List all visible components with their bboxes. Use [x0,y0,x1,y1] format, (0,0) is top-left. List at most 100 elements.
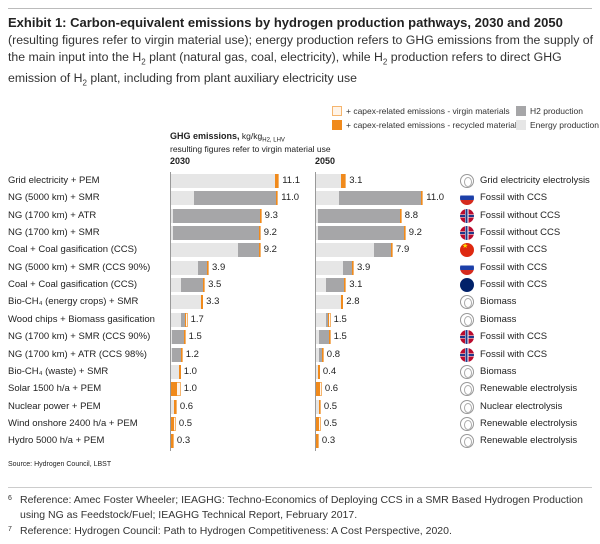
row-label: NG (1700 km) + ATR (CCS 98%) [8,348,147,360]
row-label: Bio-CH₄ (waste) + SMR [8,365,109,377]
category-label: Fossil with CCS [480,261,548,273]
globe-icon [460,434,474,449]
bar-capex-virgin [185,312,188,327]
bar-h2 [318,347,322,362]
bar-capex-virgin [329,330,331,345]
data-label: 3.3 [206,296,220,308]
bar-capex-virgin [345,278,347,293]
bar-h2 [325,278,345,293]
russia-flag-icon [460,260,474,275]
bar-h2 [325,312,328,327]
category-label: Fossil without CCS [480,227,561,239]
category-label: Fossil with CCS [480,348,548,360]
data-label: 1.5 [333,331,347,343]
row-label: Coal + Coal gasification (CCS) [8,244,138,256]
row-label: Hydro 5000 h/a + PEM [8,435,105,447]
row-label: Solar 1500 h/a + PEM [8,383,102,395]
row-label: Grid electricity + PEM [8,175,100,186]
bar-capex-virgin [345,174,347,188]
data-label: 0.8 [326,348,341,360]
bar-capex-recycled [341,295,344,310]
legend-item-capex-recycled: + capex-related emissions - recycled mat… [332,118,521,132]
bar-capex-recycled [318,399,320,414]
bar-capex-recycled [184,312,186,327]
bar-energy [171,364,179,379]
bar-capex-recycled [321,347,323,362]
bar-energy [316,312,326,327]
bar-capex-virgin [208,260,210,275]
bar-energy [316,347,319,362]
data-label: 3.9 [357,261,371,273]
bar-h2 [171,330,184,345]
data-label: 0.3 [176,435,191,447]
legend-label: Energy production [530,120,599,130]
row-label: Wind onshore 2400 h/a + PEM [8,417,138,429]
bar-h2 [180,278,204,293]
bar-capex-recycled [403,226,405,241]
data-label: 1.7 [190,313,204,325]
bar-capex-recycled [275,174,279,188]
bar-capex-virgin [204,278,206,293]
bar-capex-recycled [316,416,319,431]
bar-capex-virgin [422,191,424,206]
legend-item-h2: H2 production [516,104,599,118]
bar-energy [171,260,199,275]
bar-energy [316,330,319,345]
bar-capex-virgin [172,434,174,449]
norway-flag-icon [460,208,474,223]
data-label: 1.0 [183,383,197,395]
unit-label: kg/kg [241,131,263,141]
row-label: Nuclear power + PEM [8,400,101,412]
bar-capex-recycled [183,330,185,345]
data-label: 0.5 [323,417,338,429]
russia-flag-icon [460,191,474,206]
bar-capex-virgin [400,208,402,223]
exhibit-title: Exhibit 1: Carbon-equivalent emissions b… [8,15,563,30]
row-label: Bio-CH₄ (energy crops) + SMR [8,296,139,308]
bar-capex-virgin [173,416,176,431]
bar-capex-virgin [328,312,331,327]
legend-production: H2 production Energy production [516,104,599,132]
data-label: 9.3 [264,209,278,221]
data-label: 0.5 [323,400,338,412]
bar-capex-recycled [421,191,423,206]
data-label: 0.6 [324,383,339,395]
row-label: Wood chips + Biomass gasification [8,313,155,325]
data-label: 9.2 [263,227,277,239]
bar-capex-recycled [203,278,205,293]
globe-icon [460,382,474,397]
bar-capex-recycled [171,434,173,449]
bar-energy [171,191,195,206]
bar-capex-recycled [171,416,174,431]
legend-label: H2 production [530,106,583,116]
source-note: Source: Hydrogen Council, LBST [8,461,112,468]
bar-capex-virgin [404,226,406,241]
footnote-6: 6 Reference: Amec Foster Wheeler; IEAGHG:… [8,493,598,523]
bar-capex-recycled [173,399,176,414]
footnote-text: Reference: Amec Foster Wheeler; IEAGHG: … [20,494,583,521]
bar-capex-recycled [399,208,401,223]
data-label: 1.0 [183,365,197,377]
category-label: Fossil with CCS [480,244,548,256]
bar-capex-recycled [391,243,393,258]
bar-h2 [343,260,353,275]
bar-capex-recycled [276,191,278,206]
globe-icon [460,295,474,310]
china-flag-icon: ★ [460,243,474,258]
legend-swatch [332,120,342,130]
data-label: 1.5 [188,331,202,343]
panel-title-2030: 2030 [170,156,191,166]
bar-capex-recycled [327,312,329,327]
bar-energy [316,278,326,293]
bar-capex-recycled [207,260,209,275]
bar-capex-virgin [318,416,321,431]
norway-flag-icon [460,226,474,241]
data-label: 2.8 [346,296,360,308]
bar-capex-virgin [353,260,355,275]
bar-capex-recycled [201,295,204,310]
row-label: Coal + Coal gasification (CCS) [8,279,138,291]
bar-capex-recycled [344,278,346,293]
bar-capex-recycled [178,364,181,379]
row-label: NG (5000 km) + SMR [8,192,100,204]
